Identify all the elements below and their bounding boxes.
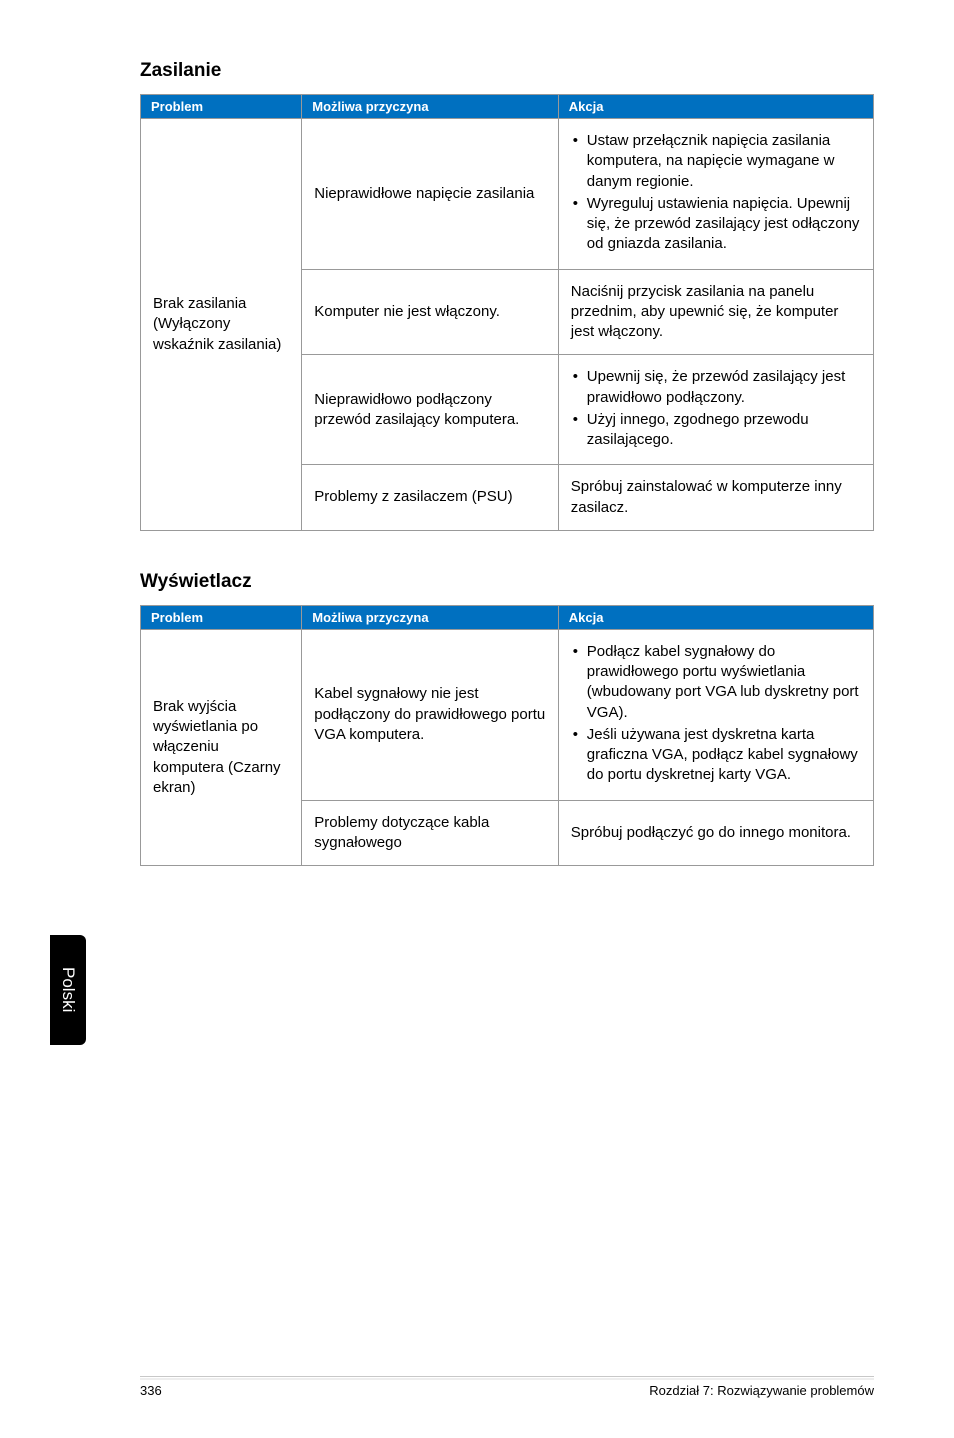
t2-action-1: Spróbuj podłączyć go do innego monitora. xyxy=(558,800,873,866)
t2-h1: Problem xyxy=(141,605,302,629)
t1-action-0: Ustaw przełącznik napięcia zasilania kom… xyxy=(558,119,873,270)
t2-h3: Akcja xyxy=(558,605,873,629)
table-row: Brak zasilania (Wyłączony wskaźnik zasil… xyxy=(141,119,874,270)
t1-h3: Akcja xyxy=(558,95,873,119)
table-wyswietlacz: Problem Możliwa przyczyna Akcja Brak wyj… xyxy=(140,605,874,866)
t1-action-1: Naciśnij przycisk zasilania na panelu pr… xyxy=(558,269,873,355)
t1-problem: Brak zasilania (Wyłączony wskaźnik zasil… xyxy=(141,119,302,531)
page-footer: 336 Rozdział 7: Rozwiązywanie problemów xyxy=(140,1376,874,1398)
table-row: Brak wyjścia wyświetlania po włączeniu k… xyxy=(141,629,874,800)
t1-h2: Możliwa przyczyna xyxy=(302,95,559,119)
chapter-label: Rozdział 7: Rozwiązywanie problemów xyxy=(649,1383,874,1398)
t1-h1: Problem xyxy=(141,95,302,119)
page-number: 336 xyxy=(140,1383,162,1398)
t1-cause-2: Nieprawidłowo podłączony przewód zasilaj… xyxy=(302,355,559,465)
t1-action-3: Spróbuj zainstalować w komputerze inny z… xyxy=(558,465,873,531)
section1-title: Zasilanie xyxy=(140,60,874,82)
table-zasilanie: Problem Możliwa przyczyna Akcja Brak zas… xyxy=(140,94,874,531)
t1-cause-1: Komputer nie jest włączony. xyxy=(302,269,559,355)
section2-title: Wyświetlacz xyxy=(140,571,874,593)
t2-h2: Możliwa przyczyna xyxy=(302,605,559,629)
list-item: Wyreguluj ustawienia napięcia. Upewnij s… xyxy=(587,194,861,255)
t2-cause-1: Problemy dotyczące kabla sygnałowego xyxy=(302,800,559,866)
t2-problem: Brak wyjścia wyświetlania po włączeniu k… xyxy=(141,629,302,865)
list-item: Jeśli używana jest dyskretna karta grafi… xyxy=(587,725,861,786)
t1-cause-3: Problemy z zasilaczem (PSU) xyxy=(302,465,559,531)
language-tab: Polski xyxy=(50,935,86,1045)
list-item: Podłącz kabel sygnałowy do prawidłowego … xyxy=(587,642,861,723)
t1-action-2: Upewnij się, że przewód zasilający jest … xyxy=(558,355,873,465)
list-item: Ustaw przełącznik napięcia zasilania kom… xyxy=(587,131,861,192)
t2-cause-0: Kabel sygnałowy nie jest podłączony do p… xyxy=(302,629,559,800)
list-item: Użyj innego, zgodnego przewodu zasilając… xyxy=(587,410,861,451)
t1-cause-0: Nieprawidłowe napięcie zasilania xyxy=(302,119,559,270)
t2-action-0: Podłącz kabel sygnałowy do prawidłowego … xyxy=(558,629,873,800)
list-item: Upewnij się, że przewód zasilający jest … xyxy=(587,367,861,408)
